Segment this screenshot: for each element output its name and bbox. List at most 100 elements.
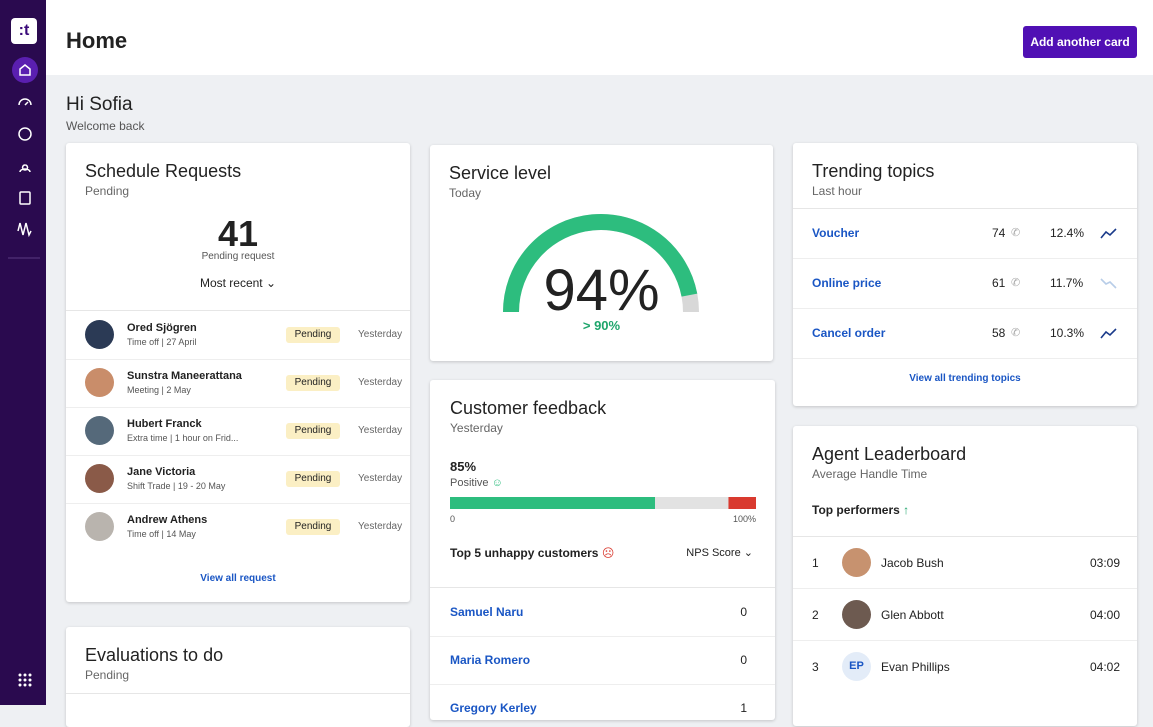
request-date: Yesterday [358, 329, 403, 340]
gauge-value [503, 214, 698, 313]
nav-tasks[interactable] [19, 191, 31, 205]
request-date: Yesterday [358, 425, 403, 436]
bar-segment [450, 497, 656, 509]
greeting-subtitle: Welcome back [66, 119, 145, 133]
divider [430, 636, 775, 637]
avatar [85, 464, 114, 493]
request-detail: Extra time | 1 hour on Frid... [127, 433, 239, 443]
apps-grid[interactable] [18, 673, 32, 687]
topic-name[interactable]: Voucher [812, 226, 860, 240]
avatar [85, 512, 114, 541]
agent-time: 03:09 [1089, 556, 1120, 570]
divider [430, 587, 775, 588]
request-date: Yesterday [358, 377, 403, 388]
call-icon: ✆ [1011, 227, 1021, 239]
avatar [85, 320, 114, 349]
customer-score: 0 [740, 605, 747, 619]
request-name: Ored Sjögren [127, 322, 197, 334]
agent-time: 04:00 [1089, 608, 1120, 622]
gauge-target: > 90% [582, 318, 621, 333]
sentiment: Positive ☺ [450, 477, 503, 489]
schedule-card: Schedule Requests Pending 41 Pending req… [66, 143, 410, 602]
evaluations-card: Evaluations to do Pending [66, 627, 410, 727]
request-name: Hubert Franck [127, 418, 202, 430]
trend-line [1100, 228, 1117, 239]
nav-dashboard[interactable] [18, 98, 32, 106]
topic-calls: 58 [992, 326, 1006, 340]
add-card-button[interactable]: Add another card [1023, 26, 1137, 58]
request-name: Jane Victoria [127, 466, 196, 478]
count-label: Pending request [201, 251, 275, 262]
sentiment-label: Positive [450, 477, 489, 489]
section-title: Top performers ↑ [812, 503, 910, 517]
card-subtitle: Pending [85, 668, 130, 682]
feedback-card: Customer feedback Yesterday 85% Positive… [430, 380, 775, 720]
status-pill: Pending [286, 519, 340, 535]
nav-analytics[interactable] [17, 222, 32, 238]
sidebar: :t [0, 0, 46, 705]
nav-active[interactable] [12, 57, 38, 83]
avatar [85, 368, 114, 397]
header: Home Add another card [46, 0, 1153, 75]
leaderboard-card: Agent Leaderboard Average Handle Time To… [793, 426, 1137, 726]
agent-rank: 3 [812, 660, 819, 674]
topic-name[interactable]: Cancel order [812, 326, 886, 340]
avatar [842, 548, 871, 577]
nps-sort[interactable]: NPS Score ⌄ [686, 547, 753, 559]
customer-score: 1 [740, 701, 747, 715]
topic-share: 12.4% [1050, 226, 1085, 240]
agent-name: Jacob Bush [881, 556, 944, 570]
pending-count: 41 [217, 213, 259, 254]
topic-calls: 61 [992, 276, 1006, 290]
nav-explore[interactable] [18, 127, 32, 141]
card-title: Service level [449, 163, 552, 183]
request-date: Yesterday [358, 521, 403, 532]
gauge [503, 214, 699, 313]
status-pill: Pending [286, 327, 340, 343]
card-title: Agent Leaderboard [812, 444, 967, 464]
status-pill: Pending [286, 471, 340, 487]
sort-dropdown[interactable]: Most recent ⌄ [199, 276, 277, 290]
positive-percent: 85% [450, 459, 477, 474]
sort-label: Most recent [199, 276, 263, 290]
customer-score: 0 [740, 653, 747, 667]
card-title: Evaluations to do [85, 645, 224, 665]
unhappy-label: Top 5 unhappy customers [450, 546, 599, 560]
trending-card: Trending topics Last hour View all trend… [793, 143, 1137, 406]
divider [430, 684, 775, 685]
divider [793, 308, 1137, 309]
card-subtitle: Average Handle Time [812, 467, 928, 481]
view-all-link[interactable]: View all request [200, 573, 276, 584]
call-icon: ✆ [1011, 277, 1021, 289]
divider [66, 693, 410, 694]
customer-name[interactable]: Gregory Kerley [450, 701, 537, 715]
agent-time: 04:02 [1089, 660, 1120, 674]
divider [793, 536, 1137, 537]
agent-rank: 1 [812, 556, 819, 570]
unhappy-title: Top 5 unhappy customers ☹ [450, 546, 615, 560]
customer-name[interactable]: Maria Romero [450, 653, 531, 667]
divider [66, 503, 410, 504]
agent-name: Glen Abbott [881, 608, 944, 622]
nav-people[interactable] [19, 164, 31, 173]
card-subtitle: Pending [85, 184, 130, 198]
nps-label: NPS Score [686, 547, 741, 559]
divider [793, 640, 1137, 641]
request-name: Andrew Athens [127, 514, 208, 526]
request-date: Yesterday [358, 473, 403, 484]
topic-name[interactable]: Online price [812, 276, 882, 290]
topic-share: 11.7% [1050, 276, 1084, 290]
bar-segment [728, 497, 756, 509]
nav-home[interactable] [19, 64, 31, 76]
nav-icons [8, 57, 40, 687]
divider [66, 455, 410, 456]
card-title: Customer feedback [450, 398, 607, 418]
logo[interactable]: :t [11, 18, 37, 44]
customer-name[interactable]: Samuel Naru [450, 605, 524, 619]
page-title: Home [66, 28, 128, 53]
avatar [842, 600, 871, 629]
greeting: Hi Sofia [66, 94, 133, 115]
card-subtitle: Last hour [812, 184, 863, 198]
view-all-link[interactable]: View all trending topics [909, 373, 1021, 384]
